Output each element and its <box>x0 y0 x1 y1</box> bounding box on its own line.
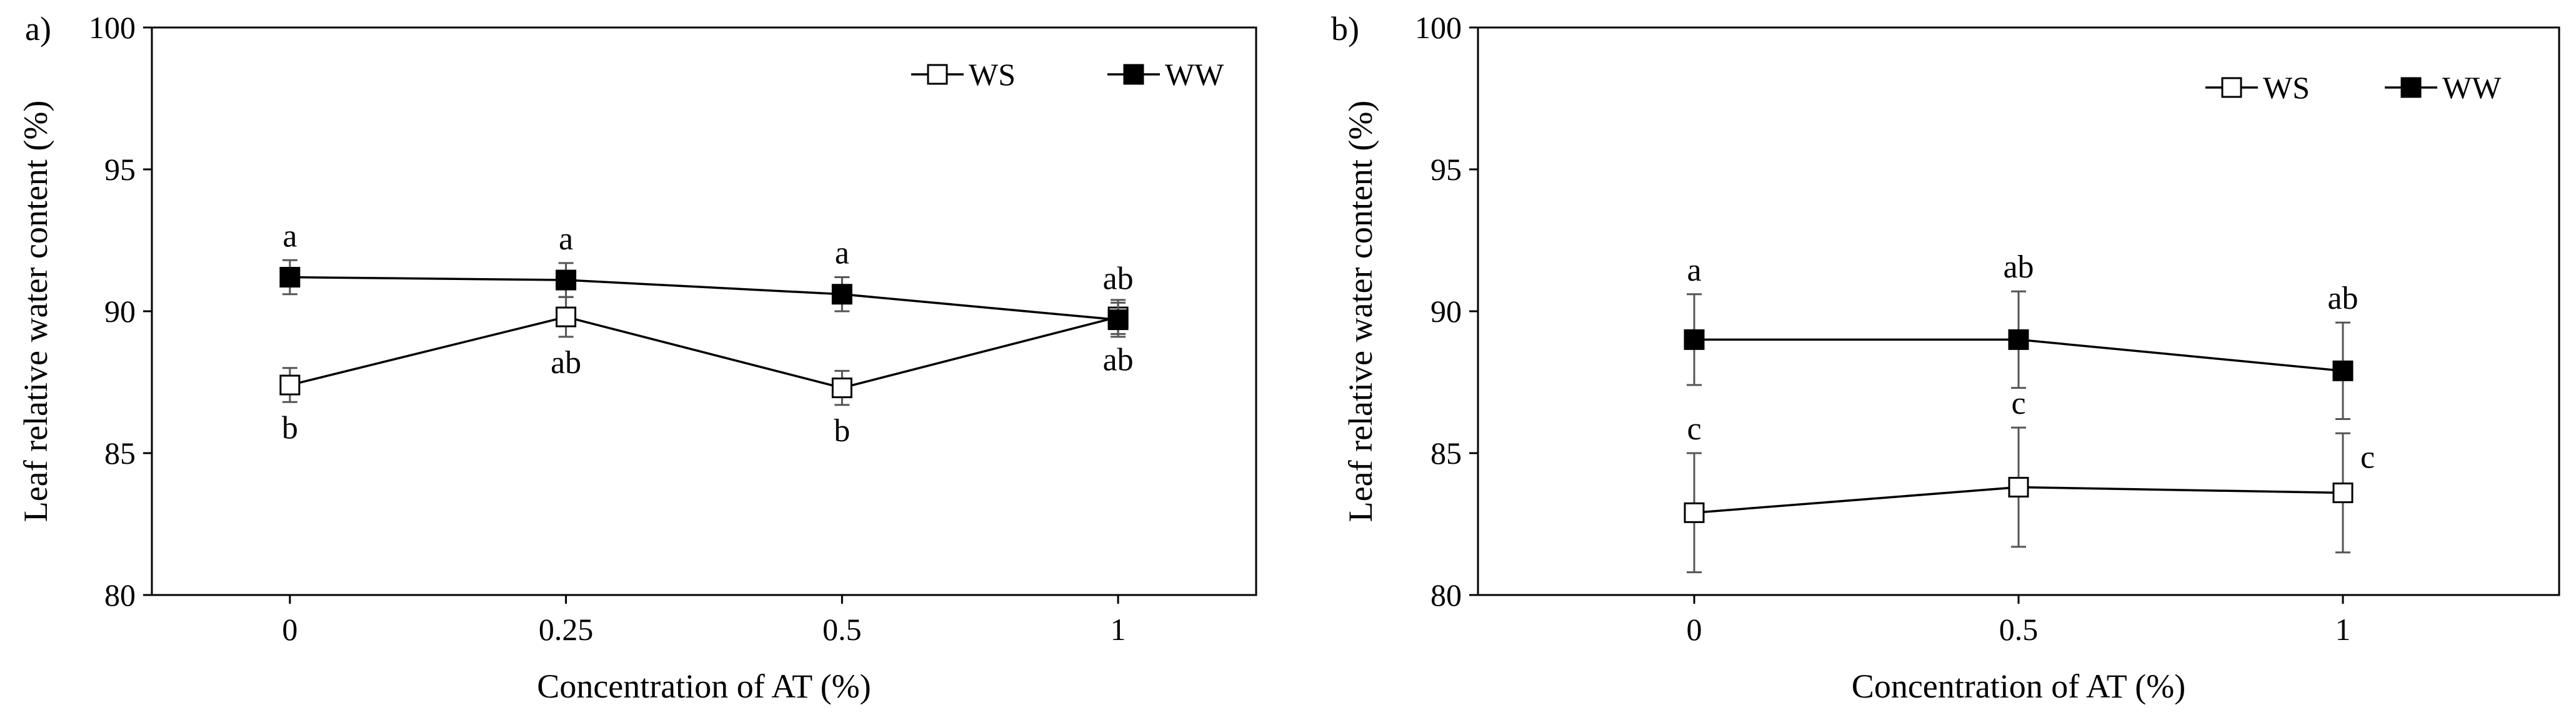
legend-marker <box>2400 77 2422 98</box>
data-point-ww <box>831 284 852 305</box>
data-point-ws <box>2332 482 2354 504</box>
significance-label: a <box>835 236 849 271</box>
legend-marker <box>2221 77 2242 98</box>
data-point-ws <box>1684 502 1705 523</box>
significance-label: ab <box>2327 281 2358 316</box>
legend-label: WW <box>2442 70 2502 105</box>
x-tick-label: 0 <box>282 612 297 647</box>
legend-label: WS <box>2263 70 2310 105</box>
data-point-ww <box>2332 360 2354 381</box>
y-tick-label: 100 <box>1415 10 1462 45</box>
legend: WS WW <box>2205 70 2502 105</box>
data-point-ww <box>2008 329 2029 350</box>
significance-label: c <box>2011 386 2025 421</box>
significance-label: ab <box>1103 342 1134 378</box>
data-point-ws <box>279 374 301 396</box>
significance-label: c <box>2360 440 2375 476</box>
significance-label: a <box>559 221 573 257</box>
series-ww: a ab ab <box>1684 249 2359 421</box>
series-line-ww <box>289 276 1119 321</box>
panel-b: b) 80 85 90 95 100 0 0.5 1 Concentration of AT (%… <box>1331 10 2560 705</box>
series-ws: b ab b ab <box>279 296 1134 449</box>
series-line-ws <box>289 316 1119 389</box>
significance-label: ab <box>551 345 581 381</box>
y-tick-label: 95 <box>104 152 136 187</box>
legend-label: WW <box>1165 57 1224 92</box>
legend: WS WW <box>911 57 1224 92</box>
legend-marker <box>1123 64 1144 85</box>
y-tick-label: 90 <box>104 294 136 329</box>
y-tick-label: 85 <box>104 436 136 471</box>
x-tick-label: 0.25 <box>539 612 594 647</box>
significance-label: c <box>1687 411 1701 447</box>
data-point-ws <box>831 378 852 399</box>
data-point-ww <box>556 269 577 291</box>
x-tick-label: 0 <box>1687 612 1702 647</box>
y-tick-label: 80 <box>104 578 136 612</box>
legend-label: WS <box>969 57 1016 92</box>
significance-label: ab <box>2003 249 2034 285</box>
y-axis-title: Leaf relative water content (%) <box>1342 101 1379 522</box>
significance-label: a <box>1687 252 1701 288</box>
series-ww: a a a ab <box>279 218 1134 338</box>
significance-label: b <box>834 413 850 449</box>
data-point-ww <box>1107 309 1129 331</box>
significance-label: a <box>282 218 297 254</box>
x-axis-title: Concentration of AT (%) <box>1852 668 2185 705</box>
panel-label: b) <box>1331 10 1359 48</box>
data-point-ws <box>556 306 577 328</box>
data-point-ws <box>2008 476 2029 498</box>
y-tick-label: 100 <box>89 10 136 45</box>
panel-label: a) <box>25 10 51 48</box>
significance-label: b <box>282 410 298 446</box>
panel-a: a) 80 85 90 95 100 0 0.25 0.5 1 Concentration of A… <box>17 10 1257 705</box>
y-tick-label: 80 <box>1430 578 1462 612</box>
y-axis-title: Leaf relative water content (%) <box>17 101 54 522</box>
x-axis-title: Concentration of AT (%) <box>537 668 871 705</box>
y-tick-label: 85 <box>1430 436 1462 471</box>
y-tick-label: 90 <box>1430 294 1462 329</box>
x-tick-label: 1 <box>2335 612 2351 647</box>
series-ws: c c c <box>1684 386 2375 574</box>
data-point-ww <box>279 267 301 288</box>
significance-label: ab <box>1103 261 1134 296</box>
x-tick-label: 0.5 <box>822 612 862 647</box>
legend-marker <box>927 64 948 85</box>
x-tick-label: 1 <box>1111 612 1126 647</box>
x-tick-label: 0.5 <box>1999 612 2039 647</box>
data-point-ww <box>1684 329 1705 350</box>
plot-area-frame <box>151 26 1257 596</box>
y-tick-label: 95 <box>1430 152 1462 187</box>
